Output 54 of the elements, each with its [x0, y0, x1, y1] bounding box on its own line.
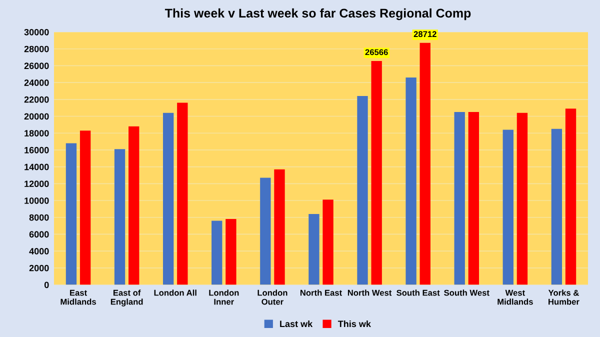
bar	[371, 60, 382, 285]
bar	[177, 102, 188, 285]
bar	[128, 126, 140, 285]
y-tick-label: 4000	[29, 248, 49, 254]
y-tick-label: 22000	[24, 96, 49, 103]
y-tick-label: 26000	[24, 62, 49, 70]
bar	[420, 42, 430, 285]
y-tick-label: 16000	[24, 146, 49, 154]
x-tick-label: London All	[154, 290, 196, 296]
bar	[162, 112, 174, 285]
data-label: 26566	[365, 49, 388, 56]
bar	[66, 143, 77, 285]
y-tick-label: 6000	[29, 231, 49, 238]
bar	[260, 178, 271, 285]
bar	[226, 219, 236, 285]
data-label: 28712	[414, 31, 436, 38]
y-tick-label: 0	[44, 282, 49, 288]
x-tick-label: West Midlands	[498, 290, 533, 305]
y-tick-label: 8000	[29, 214, 49, 221]
y-tick-label: 18000	[24, 130, 49, 136]
x-tick-label: East Midlands	[60, 290, 96, 305]
bar	[322, 200, 334, 285]
bar	[551, 128, 562, 285]
y-tick-label: 24000	[24, 80, 49, 86]
bar	[80, 130, 91, 285]
x-tick-label: Yorks & Humber	[548, 290, 580, 305]
x-tick-label: East of England	[110, 290, 143, 306]
bar	[274, 169, 285, 285]
bar	[357, 96, 368, 285]
bar	[308, 214, 320, 285]
chart-title: This week v Last week so far Cases Regional Comp	[164, 8, 471, 20]
bar	[406, 78, 416, 285]
y-tick-label: 30000	[24, 28, 49, 36]
legend-label: This wk	[338, 320, 371, 328]
y-tick-label: 28000	[24, 46, 49, 52]
y-tick-label: 2000	[29, 264, 49, 272]
y-tick-label: 14000	[24, 164, 49, 170]
bar	[502, 130, 514, 285]
bar	[454, 112, 465, 285]
x-tick-label: North East	[300, 290, 342, 296]
bar	[565, 108, 576, 285]
x-tick-label: South East	[396, 290, 440, 296]
legend-label: Last wk	[280, 320, 313, 328]
bar	[212, 220, 222, 285]
x-tick-label: London Inner	[209, 290, 239, 305]
y-tick-label: 10000	[24, 197, 49, 204]
x-tick-label: North West	[348, 290, 392, 296]
y-tick-label: 12000	[24, 180, 49, 188]
x-tick-label: London Outer	[258, 290, 288, 305]
bar	[516, 112, 528, 285]
bar	[468, 112, 480, 285]
bar	[114, 149, 126, 285]
y-tick-label: 20000	[24, 113, 49, 120]
x-tick-label: South West	[444, 290, 490, 296]
